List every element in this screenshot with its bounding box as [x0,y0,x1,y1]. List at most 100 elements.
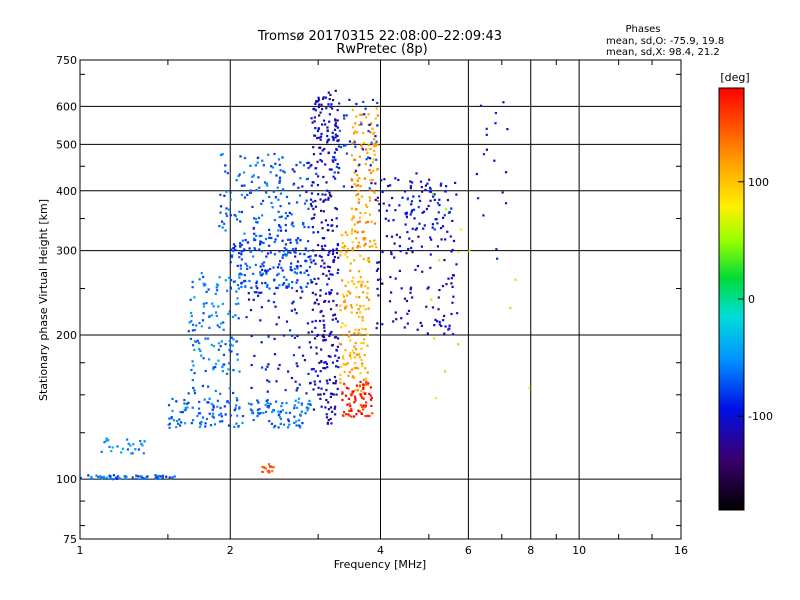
data-point [363,244,366,247]
data-point [279,422,282,425]
data-point [373,149,376,153]
data-point [199,423,202,426]
data-point [331,107,334,110]
y-tick-label: 400 [56,185,77,198]
data-point [334,317,338,320]
data-point [266,184,269,187]
data-point [345,114,348,117]
data-point [387,219,390,222]
data-point [411,240,414,243]
data-point [240,258,243,261]
data-point [377,294,380,297]
data-point [320,221,323,224]
data-point [273,240,276,244]
data-point [272,266,275,269]
data-point [371,179,374,182]
data-point [368,168,371,172]
data-point [315,352,318,355]
data-point [283,171,286,174]
data-point [326,382,329,385]
data-point [374,182,377,185]
data-point [361,362,364,365]
data-point [359,394,363,397]
data-point [446,198,450,202]
data-point [332,248,335,251]
data-point [140,475,143,478]
data-point [103,441,106,444]
data-point [240,281,243,284]
data-point [311,200,314,203]
data-point [412,195,415,198]
data-point [432,337,436,340]
data-point [215,289,219,292]
data-point [293,170,296,173]
data-point [264,410,268,414]
data-point [333,255,336,259]
data-point [251,412,255,415]
data-point [361,280,364,283]
data-point [146,475,149,478]
data-point [436,245,440,248]
data-point [193,392,197,395]
data-point [267,404,271,408]
data-point [274,238,277,241]
data-point [330,330,333,334]
data-point [226,372,229,375]
data-point [318,136,321,139]
data-point [155,475,158,478]
data-point [315,172,318,176]
data-point [405,252,408,255]
data-point [363,113,366,116]
data-point [325,274,328,277]
data-point [189,298,192,301]
data-point [335,304,338,307]
data-point [210,343,213,346]
data-point [354,362,357,365]
data-point [124,477,127,480]
data-point [358,245,361,248]
data-point [390,291,393,294]
data-point [420,324,424,327]
data-point [229,191,232,194]
data-point [111,446,114,449]
data-point [376,267,380,271]
data-point [258,186,261,189]
data-point [90,475,93,479]
data-point [355,366,358,370]
data-point [414,268,417,271]
data-point [234,245,237,248]
data-point [319,111,322,114]
data-point [385,235,389,238]
data-point [229,261,232,264]
data-point [332,137,335,140]
data-point [420,245,424,248]
data-point [350,409,353,412]
data-point [311,226,314,229]
data-point [390,252,393,256]
data-point [416,264,420,268]
data-point [268,236,271,239]
data-point [335,348,338,352]
data-point [170,417,173,420]
data-point [373,191,376,195]
data-point [368,199,372,202]
data-point [356,231,359,234]
data-point [357,367,360,370]
data-point [236,353,239,356]
data-point [320,160,324,163]
data-point [296,267,299,270]
data-point [228,362,231,365]
data-point [409,180,412,183]
data-point [195,340,198,343]
data-point [159,475,162,478]
data-point [406,198,409,201]
data-point [358,155,362,158]
data-point [277,316,281,319]
data-point [367,113,370,116]
data-point [208,412,211,415]
data-point [331,135,334,138]
data-point [417,235,420,238]
data-point [281,156,284,159]
data-point [272,190,275,193]
data-point [381,250,384,254]
